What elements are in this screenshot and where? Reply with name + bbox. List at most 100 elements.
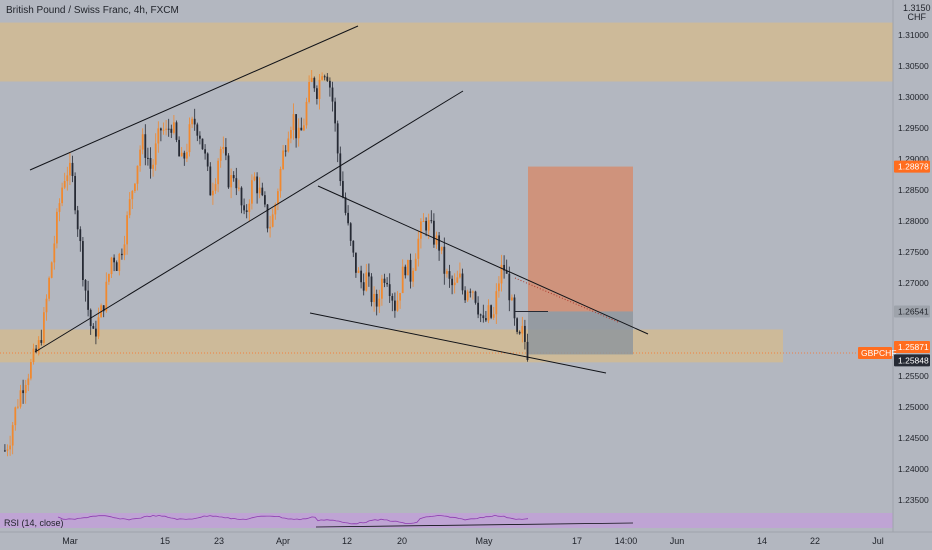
candle-body [396, 300, 399, 311]
candle-body [102, 305, 105, 312]
candle-body [92, 326, 95, 329]
time-tick-label: Jun [670, 536, 685, 546]
candle-body [264, 195, 266, 205]
candle-body [425, 221, 427, 231]
price-badge-label: 1.28878 [898, 162, 929, 172]
candle-body [490, 305, 492, 318]
candle-body [352, 240, 355, 253]
candle-body [128, 199, 131, 216]
candle-body [524, 325, 526, 342]
candle-body [417, 238, 420, 259]
candle-body [193, 118, 196, 125]
candle-body [40, 340, 43, 343]
candle-body [414, 258, 417, 271]
candle-body [448, 271, 451, 279]
candle-body [365, 272, 368, 291]
candle-body [212, 190, 214, 196]
candle-body [420, 221, 422, 239]
candle-body [19, 390, 22, 407]
candle-body [326, 76, 329, 81]
candle-body [477, 302, 479, 315]
candle-body [479, 314, 482, 316]
candle-body [167, 128, 170, 130]
candle-body [209, 166, 212, 196]
time-tick-label: 15 [160, 536, 170, 546]
rsi-label: RSI (14, close) [4, 518, 64, 528]
candle-body [503, 264, 505, 271]
candle-body [17, 406, 19, 408]
candle-body [141, 134, 144, 150]
candle-body [269, 226, 271, 229]
candle-body [74, 175, 76, 211]
candle-body [35, 348, 37, 352]
candle-body [110, 257, 113, 275]
candle-body [253, 176, 256, 181]
candle-body [235, 178, 238, 189]
candle-body [147, 157, 149, 159]
candle-body [256, 176, 258, 194]
price-tick-label: 1.30000 [898, 92, 929, 102]
candle-body [165, 128, 167, 130]
time-tick-label: Jul [872, 536, 884, 546]
price-badge [894, 160, 930, 173]
time-tick-label: 22 [810, 536, 820, 546]
candle-body [277, 191, 279, 205]
candle-body [245, 210, 248, 212]
candle-body [266, 204, 269, 229]
supply-zone [0, 22, 893, 82]
candle-body [300, 127, 303, 131]
candle-body [342, 181, 344, 198]
price-tick-label: 1.25000 [898, 402, 929, 412]
candle-body [456, 277, 459, 283]
candle-body [170, 128, 173, 133]
candle-body [485, 318, 487, 321]
candle-body [464, 290, 466, 301]
candle-body [313, 77, 316, 89]
candle-body [162, 129, 165, 131]
candle-body [115, 262, 118, 271]
candle-body [108, 274, 110, 282]
candle-body [438, 235, 440, 251]
candle-body [378, 298, 381, 307]
rsi-line [57, 514, 529, 525]
candle-body [331, 87, 334, 102]
candle-body [360, 270, 362, 283]
candle-body [422, 221, 425, 223]
price-tick-label: 1.23500 [898, 495, 929, 505]
candle-body [160, 128, 162, 131]
candle-body [196, 124, 199, 136]
candle-body [368, 272, 370, 277]
candle-body [219, 149, 222, 161]
candle-body [347, 212, 349, 224]
candle-body [154, 143, 157, 165]
candle-body [222, 147, 225, 150]
candle-body [472, 291, 474, 293]
candle-body [71, 162, 74, 176]
candle-body [404, 266, 407, 276]
candle-body [84, 280, 87, 291]
candle-body [178, 139, 180, 157]
candle-body [370, 276, 373, 303]
candle-body [183, 152, 186, 159]
candle-body [446, 271, 448, 274]
projection-line [514, 277, 619, 323]
candle-body [11, 425, 14, 446]
currency-label: 1.3150 CHF [903, 4, 931, 22]
candle-body [282, 150, 284, 170]
candle-body [297, 127, 300, 139]
candle-body [500, 264, 503, 284]
candle-body [355, 252, 357, 273]
candle-body [316, 88, 318, 99]
candle-body [516, 318, 518, 332]
candle-body [188, 124, 191, 153]
candle-body [24, 384, 27, 394]
price-tick-label: 1.28500 [898, 185, 929, 195]
rsi-band [0, 513, 893, 528]
candle-body [518, 331, 521, 334]
time-tick-label: May [475, 536, 493, 546]
candle-body [186, 152, 188, 159]
time-tick-label: 20 [397, 536, 407, 546]
price-badge [894, 305, 930, 318]
price-tick-label: 1.29000 [898, 154, 929, 164]
